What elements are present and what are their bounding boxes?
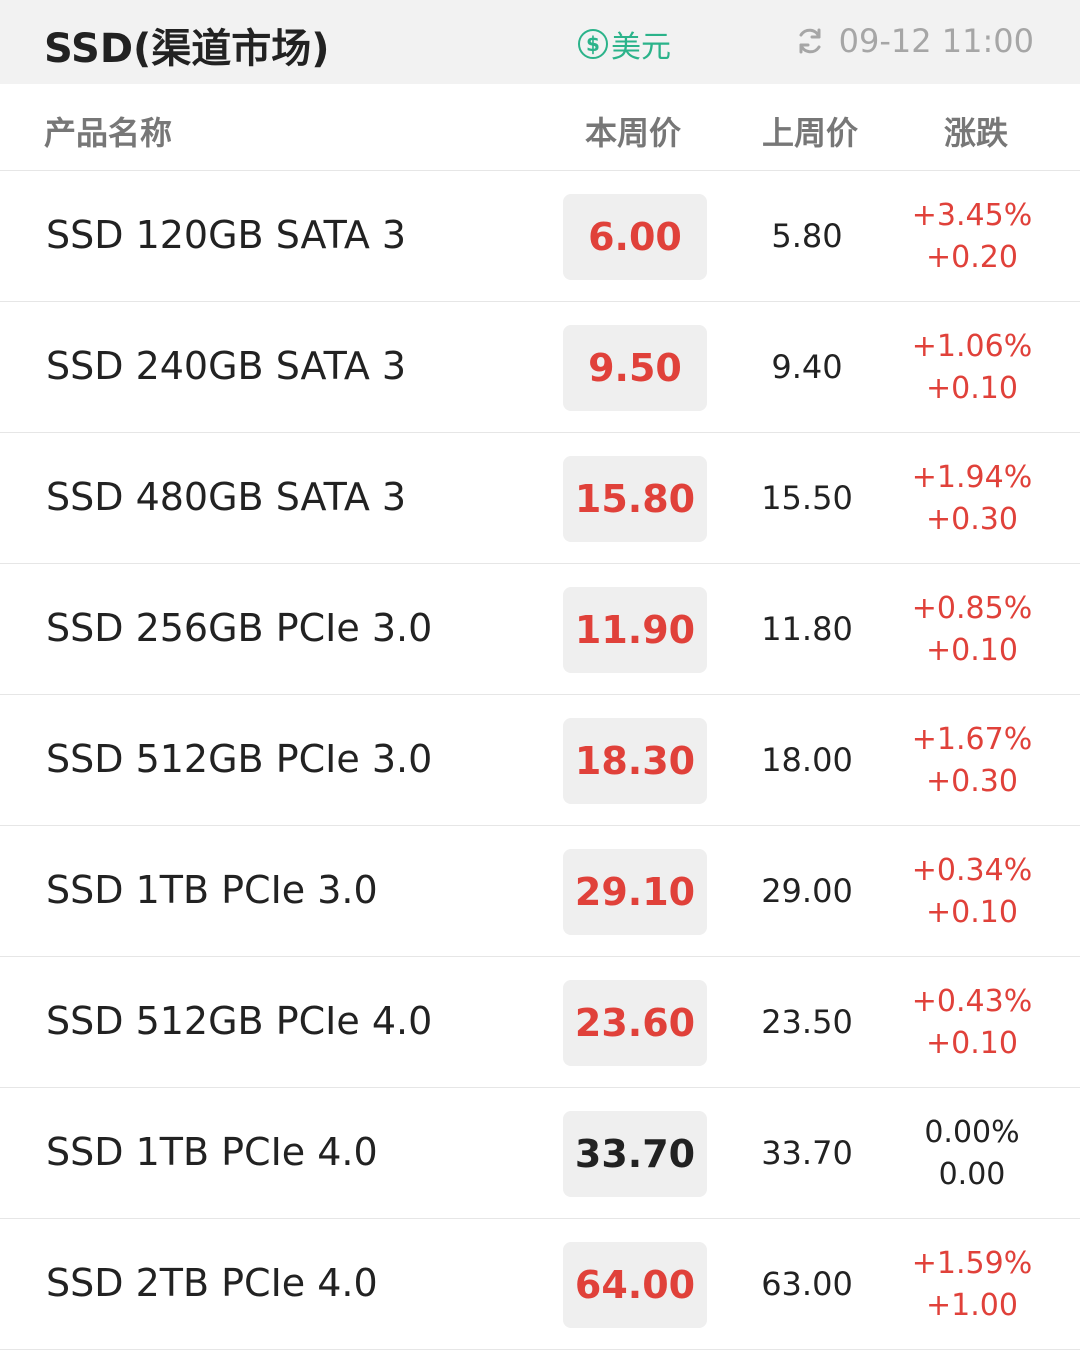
table-row[interactable]: SSD 512GB PCIe 4.0 23.60 23.50 +0.43% +0… xyxy=(0,957,1080,1088)
change-percent: +0.85% xyxy=(911,591,1033,626)
table-row[interactable]: SSD 480GB SATA 3 15.80 15.50 +1.94% +0.3… xyxy=(0,433,1080,564)
this-week-price: 64.00 xyxy=(563,1242,707,1328)
currency-toggle[interactable]: $ 美元 xyxy=(578,22,671,66)
product-name: SSD 240GB SATA 3 xyxy=(46,344,407,388)
price-table: SSD 120GB SATA 3 6.00 5.80 +3.45% +0.20 … xyxy=(0,171,1080,1350)
change-amount: +0.30 xyxy=(926,502,1018,537)
price-change: +1.94% +0.30 xyxy=(900,457,1044,541)
product-name: SSD 1TB PCIe 4.0 xyxy=(46,1130,378,1174)
change-amount: +0.10 xyxy=(926,1026,1018,1061)
last-week-price: 29.00 xyxy=(761,872,853,910)
table-row[interactable]: SSD 256GB PCIe 3.0 11.90 11.80 +0.85% +0… xyxy=(0,564,1080,695)
column-header-change[interactable]: 涨跌 xyxy=(944,114,1009,152)
dollar-coin-icon: $ xyxy=(578,29,608,59)
change-amount: +0.10 xyxy=(926,895,1018,930)
price-change: +1.59% +1.00 xyxy=(900,1243,1044,1327)
product-name: SSD 256GB PCIe 3.0 xyxy=(46,606,433,650)
this-week-price: 33.70 xyxy=(563,1111,707,1197)
table-header: 产品名称 本周价 上周价 涨跌 xyxy=(0,84,1080,171)
column-header-last-week[interactable]: 上周价 xyxy=(762,114,859,152)
change-amount: 0.00 xyxy=(938,1157,1006,1192)
this-week-price: 9.50 xyxy=(563,325,707,411)
product-name: SSD 2TB PCIe 4.0 xyxy=(46,1261,378,1305)
price-change: +0.85% +0.10 xyxy=(900,588,1044,672)
change-percent: +0.34% xyxy=(911,853,1033,888)
this-week-price: 18.30 xyxy=(563,718,707,804)
refresh-icon[interactable] xyxy=(795,26,825,56)
product-name: SSD 512GB PCIe 3.0 xyxy=(46,737,433,781)
price-change: +3.45% +0.20 xyxy=(900,195,1044,279)
change-amount: +0.10 xyxy=(926,371,1018,406)
change-percent: +1.06% xyxy=(911,329,1033,364)
last-week-price: 11.80 xyxy=(761,610,853,648)
price-change: +1.67% +0.30 xyxy=(900,719,1044,803)
table-row[interactable]: SSD 240GB SATA 3 9.50 9.40 +1.06% +0.10 xyxy=(0,302,1080,433)
product-name: SSD 480GB SATA 3 xyxy=(46,475,407,519)
price-change: +0.43% +0.10 xyxy=(900,981,1044,1065)
change-percent: +0.43% xyxy=(911,984,1033,1019)
this-week-price: 6.00 xyxy=(563,194,707,280)
column-header-name[interactable]: 产品名称 xyxy=(44,114,173,152)
table-row[interactable]: SSD 1TB PCIe 3.0 29.10 29.00 +0.34% +0.1… xyxy=(0,826,1080,957)
column-header-this-week[interactable]: 本周价 xyxy=(585,114,682,152)
this-week-price: 23.60 xyxy=(563,980,707,1066)
price-change: 0.00% 0.00 xyxy=(900,1112,1044,1196)
table-row[interactable]: SSD 512GB PCIe 3.0 18.30 18.00 +1.67% +0… xyxy=(0,695,1080,826)
product-name: SSD 120GB SATA 3 xyxy=(46,213,407,257)
last-week-price: 15.50 xyxy=(761,479,853,517)
change-amount: +0.30 xyxy=(926,764,1018,799)
table-row[interactable]: SSD 1TB PCIe 4.0 33.70 33.70 0.00% 0.00 xyxy=(0,1088,1080,1219)
page-header: SSD(渠道市场) $ 美元 09-12 11:00 xyxy=(0,0,1080,84)
change-percent: +1.59% xyxy=(911,1246,1033,1281)
change-percent: 0.00% xyxy=(924,1115,1020,1150)
last-week-price: 18.00 xyxy=(761,741,853,779)
update-time[interactable]: 09-12 11:00 xyxy=(795,22,1034,60)
last-week-price: 9.40 xyxy=(771,348,843,386)
product-name: SSD 512GB PCIe 4.0 xyxy=(46,999,433,1043)
last-week-price: 63.00 xyxy=(761,1265,853,1303)
this-week-price: 29.10 xyxy=(563,849,707,935)
currency-label: 美元 xyxy=(611,30,671,65)
this-week-price: 11.90 xyxy=(563,587,707,673)
change-percent: +3.45% xyxy=(911,198,1033,233)
last-week-price: 23.50 xyxy=(761,1003,853,1041)
price-change: +0.34% +0.10 xyxy=(900,850,1044,934)
timestamp: 09-12 11:00 xyxy=(838,22,1034,60)
change-percent: +1.94% xyxy=(911,460,1033,495)
product-name: SSD 1TB PCIe 3.0 xyxy=(46,868,378,912)
change-amount: +0.20 xyxy=(926,240,1018,275)
change-amount: +1.00 xyxy=(926,1288,1018,1323)
last-week-price: 5.80 xyxy=(771,217,843,255)
change-percent: +1.67% xyxy=(911,722,1033,757)
table-row[interactable]: SSD 120GB SATA 3 6.00 5.80 +3.45% +0.20 xyxy=(0,171,1080,302)
price-change: +1.06% +0.10 xyxy=(900,326,1044,410)
this-week-price: 15.80 xyxy=(563,456,707,542)
change-amount: +0.10 xyxy=(926,633,1018,668)
last-week-price: 33.70 xyxy=(761,1134,853,1172)
page-title: SSD(渠道市场) xyxy=(44,26,330,72)
table-row[interactable]: SSD 2TB PCIe 4.0 64.00 63.00 +1.59% +1.0… xyxy=(0,1219,1080,1350)
